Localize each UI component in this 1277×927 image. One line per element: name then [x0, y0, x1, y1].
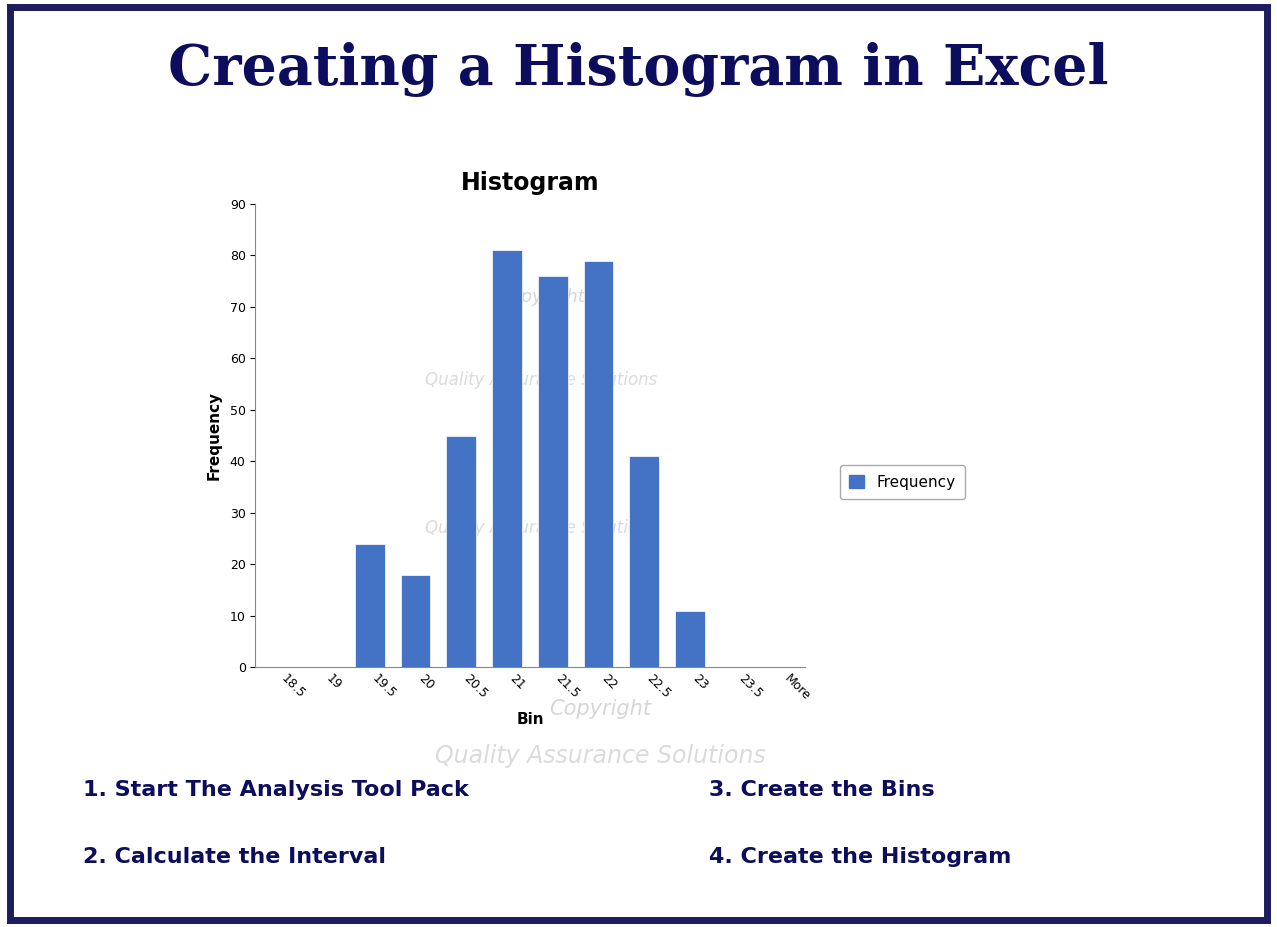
Legend: Frequency: Frequency [839, 465, 964, 499]
Text: 2. Calculate the Interval: 2. Calculate the Interval [83, 846, 386, 867]
X-axis label: Bin: Bin [516, 712, 544, 727]
Bar [676, 611, 705, 667]
Text: Quality Assurance Solutions: Quality Assurance Solutions [425, 371, 658, 389]
Bar [538, 276, 568, 667]
Text: Quality Assurance Solutions: Quality Assurance Solutions [434, 743, 766, 768]
Text: Copyright: Copyright [549, 699, 651, 719]
Title: Histogram: Histogram [461, 171, 599, 195]
Bar [355, 544, 384, 667]
Text: Quality Assurance Solutions: Quality Assurance Solutions [425, 519, 658, 538]
Text: Copyright: Copyright [497, 287, 585, 306]
Text: Creating a Histogram in Excel: Creating a Histogram in Excel [169, 42, 1108, 96]
Bar [630, 456, 659, 667]
Text: 3. Create the Bins: 3. Create the Bins [709, 780, 935, 800]
Bar [492, 250, 522, 667]
Text: 4. Create the Histogram: 4. Create the Histogram [709, 846, 1011, 867]
Bar [447, 436, 476, 667]
Bar [584, 260, 613, 667]
Text: 1. Start The Analysis Tool Pack: 1. Start The Analysis Tool Pack [83, 780, 469, 800]
Y-axis label: Frequency: Frequency [207, 391, 221, 480]
Bar [401, 575, 430, 667]
